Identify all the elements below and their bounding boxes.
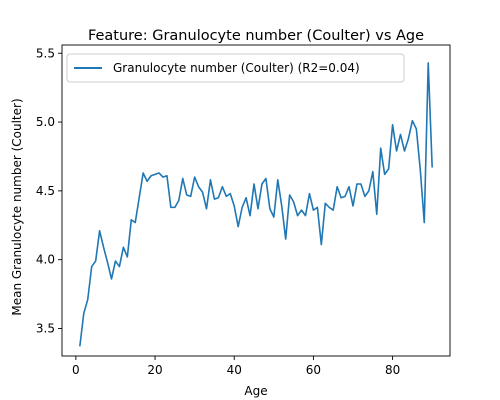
chart-title: Feature: Granulocyte number (Coulter) vs…	[88, 28, 424, 44]
y-tick-label: 4.0	[36, 253, 55, 267]
y-tick-label: 5.5	[36, 46, 55, 60]
x-tick-label: 0	[72, 363, 80, 377]
x-tick-label: 60	[306, 363, 321, 377]
series-line	[79, 62, 433, 347]
x-tick-label: 20	[147, 363, 162, 377]
y-axis-title: Mean Granulocyte number (Coulter)	[10, 98, 24, 315]
x-axis-title: Age	[244, 384, 267, 398]
x-tick-label: 40	[227, 363, 242, 377]
plot-area	[61, 44, 451, 357]
legend-label: Granulocyte number (Coulter) (R2=0.04)	[113, 61, 360, 75]
x-axis: 0 20 40 60 80	[72, 356, 400, 377]
plot-frame	[61, 44, 451, 357]
x-tick-label: 80	[385, 363, 400, 377]
y-tick-label: 5.0	[36, 115, 55, 129]
legend-frame	[66, 53, 405, 83]
y-tick-label: 4.5	[36, 184, 55, 198]
legend: Granulocyte number (Coulter) (R2=0.04)	[66, 53, 405, 83]
y-axis: 3.5 4.0 4.5 5.0 5.5	[36, 46, 62, 335]
y-tick-label: 3.5	[36, 321, 55, 335]
